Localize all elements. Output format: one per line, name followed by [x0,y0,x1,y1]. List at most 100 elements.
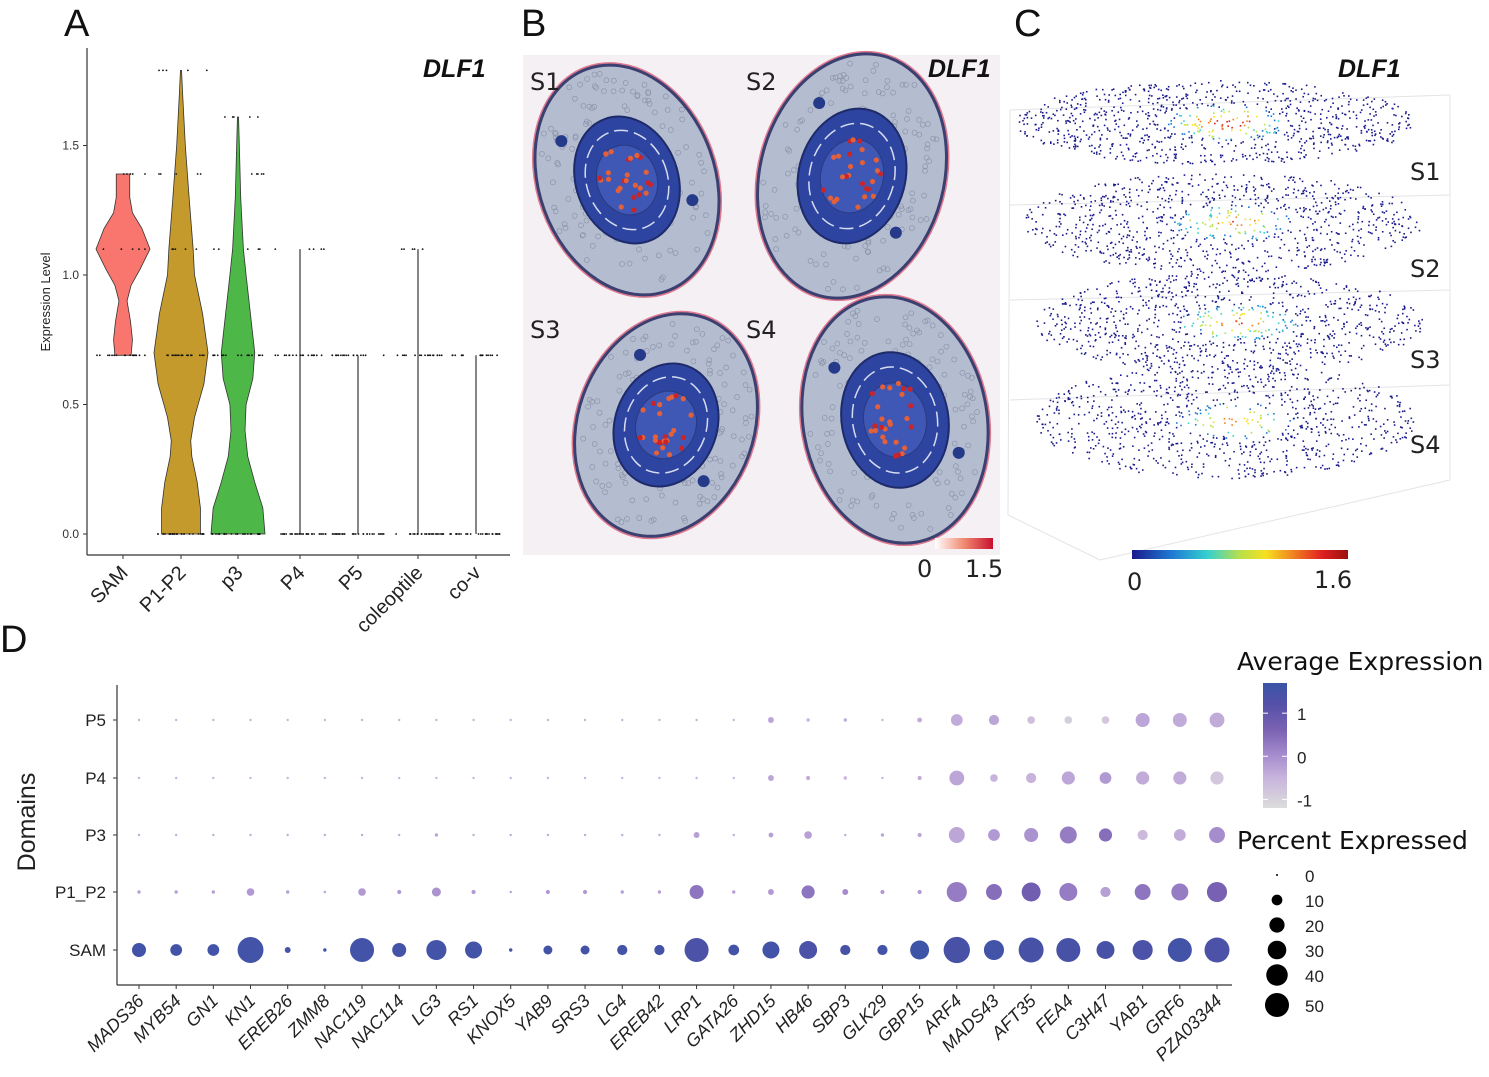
cell-point [1252,235,1254,238]
cell-point [1190,178,1193,181]
cell-point [1269,286,1271,288]
cell-point [1138,178,1141,181]
data-point [246,533,249,535]
cell-point [1172,353,1175,355]
cell [927,526,934,532]
cell [603,77,610,83]
cell-point [1065,303,1067,305]
cell [807,107,814,113]
dot-GBP15-SAM [910,940,930,960]
cell-point [1046,339,1048,342]
dot-EREB26-P5 [286,718,289,722]
cell-point [1268,402,1271,405]
cell-point [1378,311,1380,313]
cell [791,167,797,173]
cell-point [1143,447,1146,449]
cell-point [1337,135,1340,138]
cell-point [1145,304,1148,306]
cell-point [1228,344,1231,347]
chart-title: DLF1 [423,55,486,83]
cell-point [1185,227,1187,230]
data-point [432,354,435,357]
cell-point [1159,219,1162,222]
cell-point [1072,295,1075,298]
cell-point [1091,439,1094,441]
cell-point [1244,232,1247,235]
cell-point [1375,229,1377,231]
cell-point [1276,198,1278,200]
cell-point [1088,236,1091,239]
cell-point [1111,307,1113,310]
cell-point [1119,447,1122,450]
cell-point [1303,155,1305,158]
cell-point [1198,131,1200,133]
cell-point [1277,352,1280,355]
cell-point [1418,229,1421,232]
cell [643,348,650,354]
cell-point [1299,310,1302,312]
cell-point [1351,240,1353,243]
data-point [342,354,344,357]
cell-point [1409,126,1412,129]
cell-point [1264,250,1266,252]
dot-ZHD15-P3 [768,832,774,838]
cell-point [1067,396,1070,399]
cell-point [1139,140,1141,143]
cell-point [1401,426,1403,429]
cell-point [1128,191,1131,194]
cell [760,179,767,186]
cell-point [1052,244,1055,246]
cell [903,81,909,88]
cell-point [1302,216,1304,218]
cell-point [1110,378,1113,380]
cell [562,225,569,231]
cell-point [1344,260,1346,263]
cell-point [1211,264,1214,267]
cell-point [1113,196,1116,198]
cell-point [1186,254,1189,257]
cell-point [1318,284,1320,286]
cell [847,338,854,345]
cell-point [1057,130,1060,132]
cell-point [1315,264,1318,267]
cell-point [1334,203,1337,206]
cell [616,373,623,380]
cell-point [1256,156,1258,159]
cell-point [1278,256,1280,259]
cell-point [1253,229,1256,232]
grid-line [1099,479,1451,561]
cell-point [1367,128,1370,131]
cell-point [1150,84,1153,87]
cell [829,404,836,410]
cell-point [1207,412,1210,415]
layer-3 [1036,273,1423,374]
cell-point [1154,114,1157,116]
cell-point [1079,329,1082,332]
cell-point [1221,322,1223,325]
cell-point [1211,225,1214,227]
cell-point [1364,407,1367,410]
cell-point [1267,90,1270,92]
cell-point [1373,139,1376,142]
expression-spot [636,192,642,198]
cell-point [1382,105,1385,108]
section-edge [531,62,723,298]
data-point [159,173,162,175]
cell-point [1252,158,1254,161]
cell-point [1371,204,1374,206]
cell-point [1100,107,1103,110]
cell-point [1178,411,1181,413]
cell-point [1308,391,1311,394]
cell-point [1160,268,1162,270]
cell-point [1270,303,1272,306]
cell-point [1221,360,1224,363]
cell-point [1197,245,1200,247]
y-tick-label: 0.5 [62,398,79,412]
cell-point [1267,202,1269,204]
cell-point [1204,324,1207,326]
data-point [455,533,458,535]
cell-point [1121,188,1124,190]
cell-point [1216,89,1218,92]
cell-point [1315,201,1317,204]
cell-point [1393,213,1395,216]
